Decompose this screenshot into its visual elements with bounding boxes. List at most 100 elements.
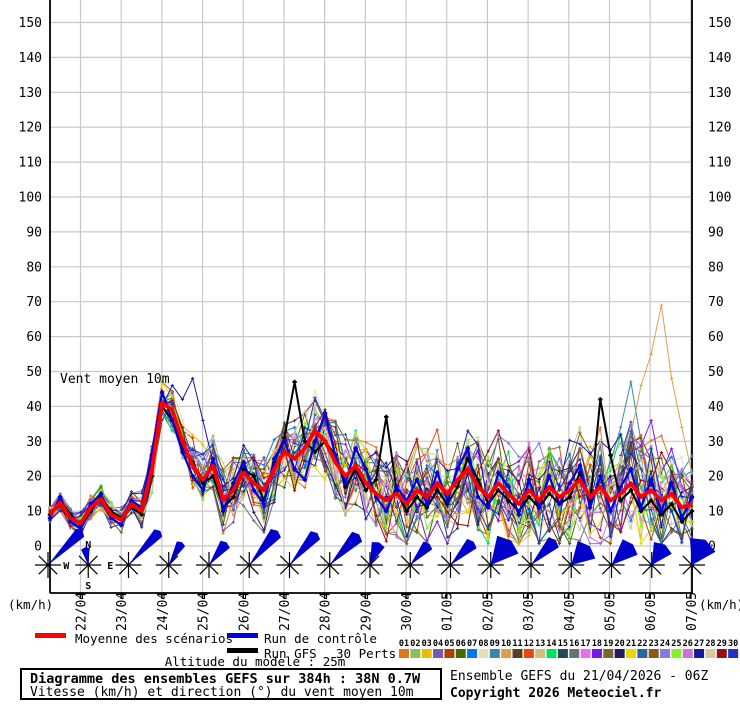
- gfs-line-swatch: [227, 648, 258, 653]
- pert-number: 30: [728, 639, 738, 649]
- y-axis-label: 50: [708, 365, 724, 380]
- date-label: 23/04: [115, 592, 130, 631]
- y-axis-label: 80: [26, 260, 42, 275]
- wind-direction-flag: [689, 538, 716, 565]
- wind-rose: [558, 540, 596, 578]
- pert-number: 20: [615, 639, 625, 649]
- y-axis-label: 150: [19, 16, 42, 31]
- y-axis-label: 70: [708, 295, 724, 310]
- y-axis-label: 30: [708, 435, 724, 450]
- wind-rose: [196, 540, 230, 578]
- pert-color-swatch: [410, 649, 421, 658]
- wind-direction-flag: [48, 528, 85, 565]
- pert-color-swatch: [591, 649, 602, 658]
- info-box: [20, 668, 442, 700]
- wind-rose: [35, 528, 85, 578]
- pert-color-swatch: [569, 649, 580, 658]
- pert-number: 13: [535, 639, 545, 649]
- date-label: 29/04: [359, 592, 374, 631]
- wind-rose: [397, 541, 433, 578]
- y-axis-label: 150: [708, 16, 731, 31]
- y-axis-label: 20: [708, 470, 724, 485]
- pert-color-swatch: [421, 649, 432, 658]
- y-axis-label: 10: [708, 505, 724, 520]
- wind-rose: [276, 531, 321, 578]
- pert-color-swatch: [444, 649, 455, 658]
- y-axis-label: 70: [26, 295, 42, 310]
- pert-color-swatch: [557, 649, 568, 658]
- y-unit-label-right: (km/h): [699, 597, 740, 612]
- y-axis-label: 30: [26, 435, 42, 450]
- pert-number: 02: [410, 639, 420, 649]
- wind-direction-flag: [168, 541, 186, 565]
- run-info: Ensemble GEFS du 21/04/2026 - 06Z: [450, 669, 708, 684]
- mean-line: [48, 401, 693, 526]
- compass-label: W: [63, 561, 70, 572]
- wind-rose: [437, 538, 477, 578]
- wind-direction-flag: [128, 529, 163, 565]
- pert-color-swatch: [637, 649, 648, 658]
- pert-number: 01: [399, 639, 409, 649]
- wind-direction-flag: [490, 535, 519, 565]
- altitude-note: Altitude du modele : 25m: [165, 654, 346, 669]
- date-label: 05/05: [603, 592, 618, 631]
- pert-number: 03: [422, 639, 432, 649]
- pert-color-swatch: [399, 649, 409, 658]
- pert-number: 11: [512, 639, 522, 649]
- y-axis-label: 0: [34, 540, 42, 555]
- pert-number: 15: [558, 639, 568, 649]
- pert-color-swatch: [580, 649, 591, 658]
- y-axis-label: 60: [26, 330, 42, 345]
- mean-line-swatch: [35, 633, 66, 638]
- y-axis-label: 140: [708, 51, 731, 66]
- y-axis-label: 0: [708, 540, 716, 555]
- pert-color-swatch: [512, 649, 523, 658]
- ensemble-member-line: [48, 389, 694, 546]
- wind-direction-flag: [249, 529, 281, 565]
- pert-number: 21: [626, 639, 636, 649]
- pert-number: 26: [683, 639, 693, 649]
- wind-rose: [477, 535, 519, 578]
- date-label: 22/04: [75, 592, 90, 631]
- wind-rose: [638, 542, 672, 578]
- pert-color-swatch: [467, 649, 478, 658]
- y-axis-label: 90: [26, 225, 42, 240]
- wind-direction-flag: [329, 531, 363, 565]
- y-unit-label-left: (km/h): [8, 597, 53, 612]
- date-label: 26/04: [237, 592, 252, 631]
- y-axis-label: 50: [26, 365, 42, 380]
- pert-number: 17: [580, 639, 590, 649]
- pert-color-swatch: [523, 649, 534, 658]
- date-label: 28/04: [319, 592, 334, 631]
- compass-label: S: [85, 581, 91, 592]
- pert-color-swatch: [603, 649, 614, 658]
- pert-number: 04: [433, 639, 443, 649]
- pert-color-swatch: [478, 649, 489, 658]
- ensemble-member-line: [48, 387, 694, 546]
- pert-number: 06: [456, 639, 466, 649]
- wind-direction-flag: [531, 537, 559, 565]
- pert-color-swatch: [455, 649, 466, 658]
- date-label: 06/05: [644, 592, 659, 631]
- pert-color-swatch: [489, 649, 500, 658]
- pert-number: 27: [694, 639, 704, 649]
- pert-number: 14: [546, 639, 556, 649]
- diagram-subtitle: Vitesse (km/h) et direction (°) du vent …: [30, 685, 414, 700]
- y-axis-label: 130: [19, 86, 42, 101]
- date-label: 27/04: [278, 592, 293, 631]
- y-axis-label: 100: [19, 191, 42, 206]
- copyright: Copyright 2026 Meteociel.fr: [450, 686, 661, 700]
- pert-color-swatch: [626, 649, 636, 658]
- chart-plot-area: 22/04 23/04 24/04 25/04 26/04 27/04 28/04 29/04…: [19, 0, 731, 631]
- pert-color-swatch: [660, 649, 671, 658]
- y-axis-label: 120: [708, 121, 731, 136]
- wind-rose: [155, 541, 186, 578]
- pert-number: 29: [717, 639, 727, 649]
- pert-number: 24: [660, 639, 670, 649]
- y-axis-label: 90: [708, 225, 724, 240]
- date-label: 07/05: [685, 592, 700, 631]
- wind-direction-flag: [651, 542, 672, 565]
- gfs-line-label: Run GFS: [264, 646, 317, 661]
- pert-color-swatch: [546, 649, 557, 658]
